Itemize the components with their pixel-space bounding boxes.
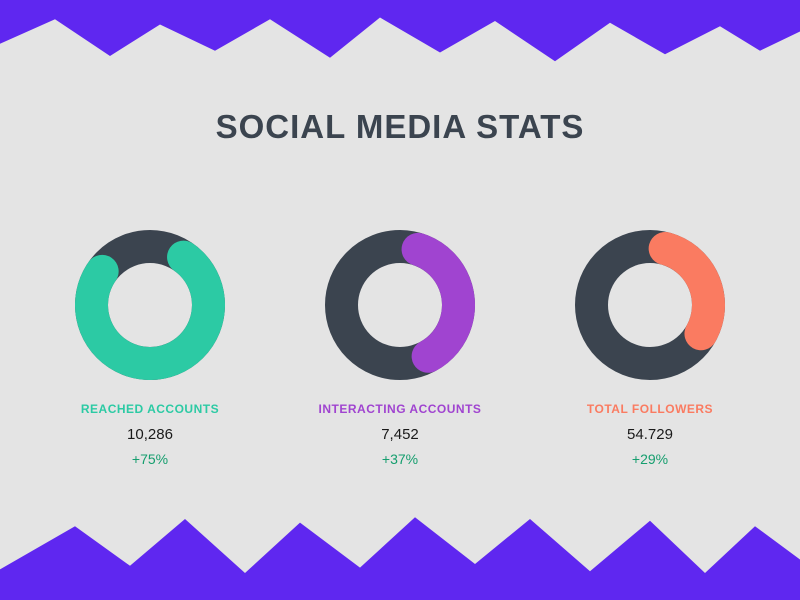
metric-value-reached: 10,286	[127, 426, 173, 443]
metric-label-interacting: INTERACTING ACCOUNTS	[319, 402, 482, 416]
metric-value-followers: 54.729	[627, 426, 673, 443]
bottom-decoration	[0, 510, 800, 600]
metric-label-followers: TOTAL FOLLOWERS	[587, 402, 713, 416]
metric-change-interacting: +37%	[382, 451, 418, 467]
metric-label-reached: REACHED ACCOUNTS	[81, 402, 219, 416]
top-jagged-shape	[0, 0, 800, 61]
metric-change-followers: +29%	[632, 451, 668, 467]
metric-change-reached: +75%	[132, 451, 168, 467]
metric-followers: TOTAL FOLLOWERS 54.729 +29%	[560, 230, 740, 467]
donut-interacting	[325, 230, 475, 380]
metric-reached: REACHED ACCOUNTS 10,286 +75%	[60, 230, 240, 467]
page-title: SOCIAL MEDIA STATS	[0, 108, 800, 146]
donut-followers	[575, 230, 725, 380]
donut-reached	[75, 230, 225, 380]
metrics-row: REACHED ACCOUNTS 10,286 +75% INTERACTING…	[0, 230, 800, 467]
metric-value-interacting: 7,452	[381, 426, 419, 443]
top-decoration	[0, 0, 800, 70]
bottom-jagged-shape	[0, 517, 800, 600]
metric-interacting: INTERACTING ACCOUNTS 7,452 +37%	[310, 230, 490, 467]
infographic-page: SOCIAL MEDIA STATS REACHED ACCOUNTS 10,2…	[0, 0, 800, 600]
